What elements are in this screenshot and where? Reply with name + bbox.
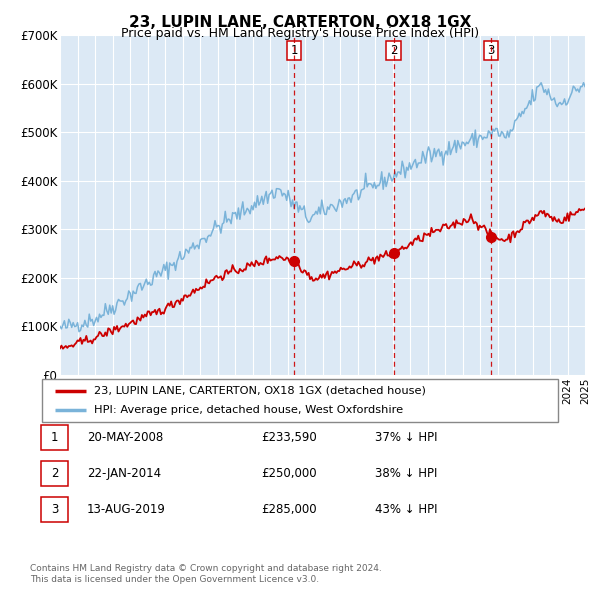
Text: 20-MAY-2008: 20-MAY-2008 xyxy=(87,431,163,444)
Text: 22-JAN-2014: 22-JAN-2014 xyxy=(87,467,161,480)
Text: 13-AUG-2019: 13-AUG-2019 xyxy=(87,503,166,516)
Text: 38% ↓ HPI: 38% ↓ HPI xyxy=(375,467,437,480)
Text: £250,000: £250,000 xyxy=(261,467,317,480)
Text: 1: 1 xyxy=(51,431,58,444)
Text: 37% ↓ HPI: 37% ↓ HPI xyxy=(375,431,437,444)
Text: £233,590: £233,590 xyxy=(261,431,317,444)
Text: 3: 3 xyxy=(487,44,494,57)
Text: 3: 3 xyxy=(51,503,58,516)
Text: Contains HM Land Registry data © Crown copyright and database right 2024.: Contains HM Land Registry data © Crown c… xyxy=(30,565,382,573)
Text: 1: 1 xyxy=(290,44,298,57)
Text: £285,000: £285,000 xyxy=(261,503,317,516)
Text: 2: 2 xyxy=(390,44,397,57)
Text: 2: 2 xyxy=(51,467,58,480)
Text: Price paid vs. HM Land Registry's House Price Index (HPI): Price paid vs. HM Land Registry's House … xyxy=(121,27,479,40)
Text: This data is licensed under the Open Government Licence v3.0.: This data is licensed under the Open Gov… xyxy=(30,575,319,584)
Text: HPI: Average price, detached house, West Oxfordshire: HPI: Average price, detached house, West… xyxy=(94,405,403,415)
Text: 23, LUPIN LANE, CARTERTON, OX18 1GX (detached house): 23, LUPIN LANE, CARTERTON, OX18 1GX (det… xyxy=(94,386,425,396)
Text: 23, LUPIN LANE, CARTERTON, OX18 1GX: 23, LUPIN LANE, CARTERTON, OX18 1GX xyxy=(129,15,471,30)
Text: 43% ↓ HPI: 43% ↓ HPI xyxy=(375,503,437,516)
